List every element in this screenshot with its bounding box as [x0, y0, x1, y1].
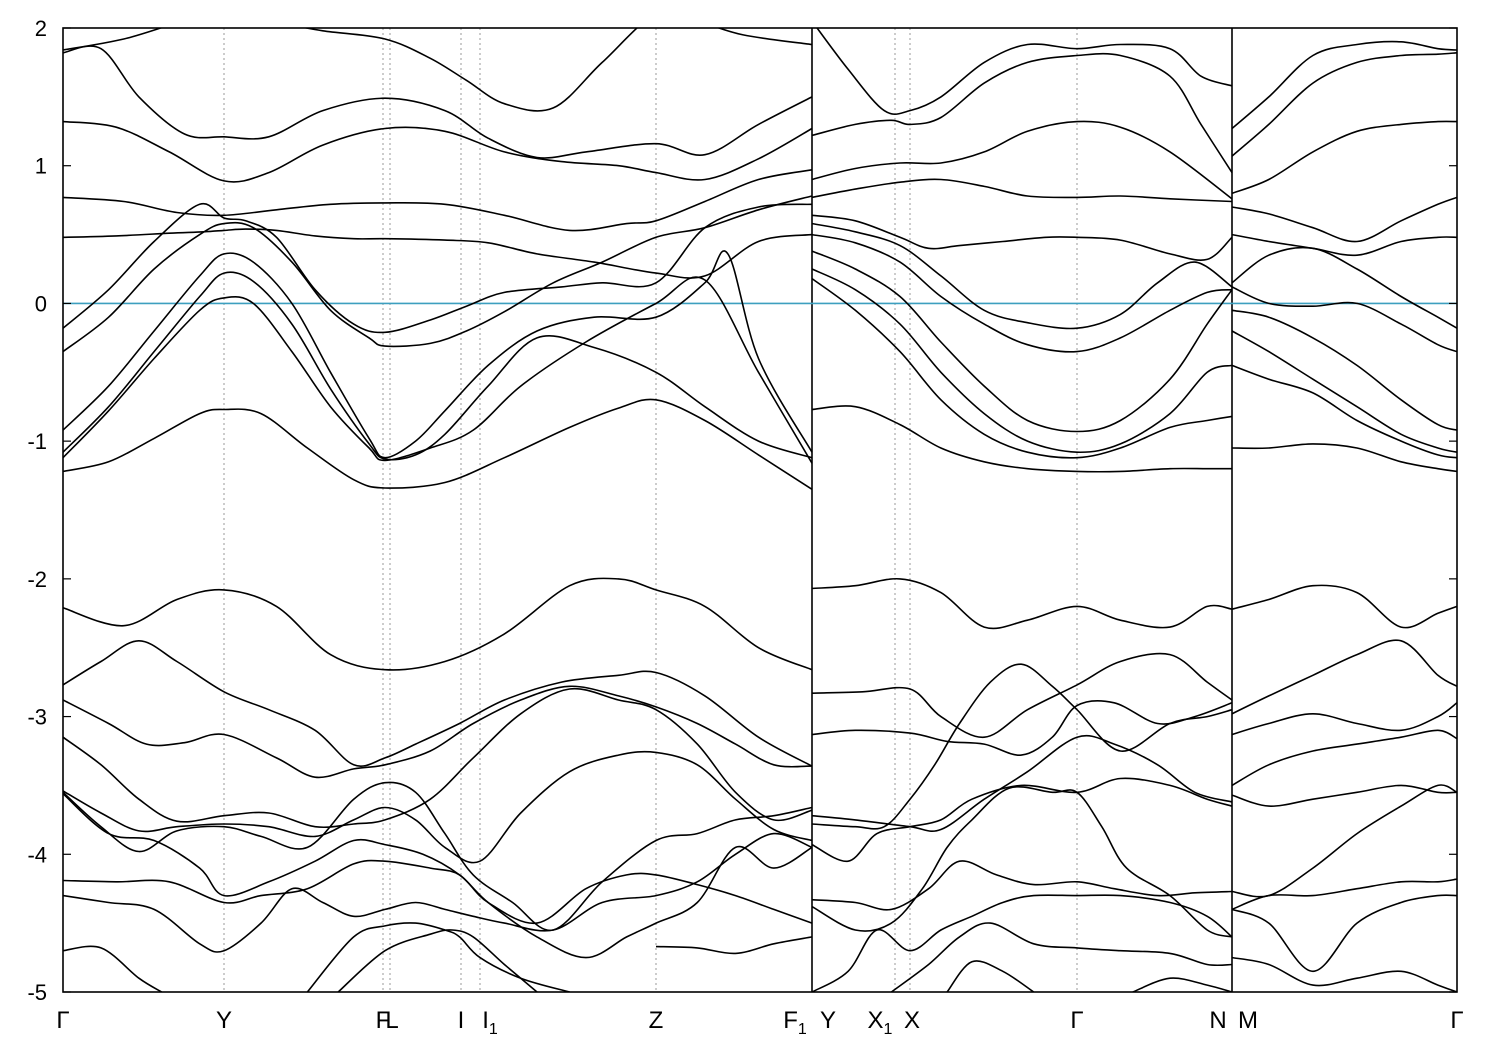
y-tick-label: -1	[27, 429, 47, 454]
band-line-4	[63, 169, 813, 232]
band-line-16	[63, 750, 813, 864]
band-line-44	[811, 894, 1233, 992]
band-line-61	[1231, 702, 1457, 736]
band-line-64	[1231, 784, 1457, 898]
band-line-35	[811, 405, 1232, 473]
band-line-58	[1231, 443, 1457, 473]
band-line-24	[655, 936, 813, 955]
band-line-40	[811, 663, 1233, 830]
band-line-39	[811, 734, 1233, 833]
band-line-54	[1231, 286, 1457, 353]
k-point-label: Γ	[1450, 1007, 1463, 1034]
band-line-34	[811, 277, 1233, 459]
band-line-65	[1231, 878, 1457, 911]
band-line-32	[811, 250, 1233, 433]
band-line-52	[1231, 233, 1457, 257]
band-line-62	[1231, 729, 1457, 787]
y-tick-label: -5	[27, 980, 47, 1005]
band-line-5	[63, 228, 813, 279]
band-line-53	[1231, 246, 1457, 329]
k-point-label: N	[1209, 1007, 1226, 1034]
band-line-46	[946, 960, 1035, 992]
band-line-42	[811, 786, 1233, 938]
k-point-label: Y	[820, 1007, 836, 1034]
band-line-2	[63, 45, 813, 159]
band-line-33	[811, 268, 1233, 454]
band-line-67	[1231, 956, 1457, 992]
band-line-12	[63, 577, 813, 671]
k-point-label: L	[385, 1007, 398, 1034]
band-line-57	[1231, 364, 1457, 459]
band-line-1	[63, 28, 813, 112]
band-line-6	[63, 202, 813, 334]
band-line-51	[1231, 196, 1457, 243]
k-point-label: Y	[216, 1007, 232, 1034]
band-line-56	[1231, 330, 1457, 453]
band-line-63	[1231, 784, 1457, 807]
plot-frame	[62, 27, 1458, 993]
band-line-31	[811, 233, 1233, 353]
band-line-50	[1231, 120, 1457, 195]
y-axis-ticks: 2 1 0 -1 -2 -3 -4 -5	[27, 16, 1457, 1005]
x-axis-labels: Γ Y FL I I1 Z F1 Y X1 X Γ N M Γ	[56, 1007, 1463, 1038]
band-lines	[63, 28, 1457, 992]
band-line-41	[811, 777, 1233, 863]
k-point-label: F	[376, 1007, 391, 1034]
band-line-18	[63, 793, 813, 959]
band-line-27	[811, 120, 1233, 200]
band-line-43	[811, 860, 1233, 911]
band-line-59	[1231, 584, 1457, 629]
y-tick-label: -4	[27, 842, 47, 867]
k-point-label: Z	[649, 1007, 664, 1034]
band-line-38	[811, 700, 1233, 756]
k-point-label: X1	[868, 1007, 893, 1038]
band-line-29	[811, 214, 1233, 261]
band-line-45	[890, 922, 1233, 992]
band-line-48	[1231, 40, 1457, 130]
k-point-label: I1	[482, 1007, 498, 1038]
y-tick-label: -2	[27, 567, 47, 592]
k-point-label: I	[458, 1007, 465, 1034]
band-line-8	[63, 250, 813, 459]
band-line-11	[63, 398, 813, 490]
band-line-66	[1231, 894, 1457, 973]
band-line-20	[63, 832, 813, 953]
k-point-label: F1	[783, 1007, 807, 1038]
band-line-10	[63, 276, 813, 464]
band-line-14	[63, 685, 813, 779]
band-line-37	[811, 652, 1233, 739]
band-line-55	[1231, 309, 1457, 431]
band-line-15	[63, 687, 813, 829]
band-line-26	[811, 52, 1233, 174]
band-line-25	[816, 28, 1233, 116]
band-line-60	[1231, 639, 1457, 715]
band-line-30	[811, 222, 1233, 330]
k-point-label: M	[1238, 1007, 1258, 1034]
band-line-3	[63, 120, 813, 183]
band-line-36	[811, 577, 1233, 630]
band-line-19	[63, 859, 813, 925]
band-line-9	[63, 271, 813, 461]
k-point-label: Γ	[1070, 1007, 1083, 1034]
band-line-21	[63, 945, 163, 992]
band-line-7	[63, 195, 813, 353]
y-tick-label: 2	[35, 16, 47, 41]
band-line-49	[1231, 52, 1457, 157]
k-point-label: X	[904, 1007, 920, 1034]
k-point-label: Γ	[56, 1007, 69, 1034]
y-tick-label: 0	[35, 291, 47, 316]
band-line-23	[337, 929, 538, 992]
y-tick-label: -3	[27, 705, 47, 730]
high-symmetry-gridlines	[62, 28, 1458, 992]
band-line-17	[63, 781, 813, 932]
band-line-28	[811, 178, 1233, 203]
band-line-13	[63, 640, 813, 767]
band-line-47	[1132, 977, 1233, 992]
y-tick-label: 1	[35, 154, 47, 179]
